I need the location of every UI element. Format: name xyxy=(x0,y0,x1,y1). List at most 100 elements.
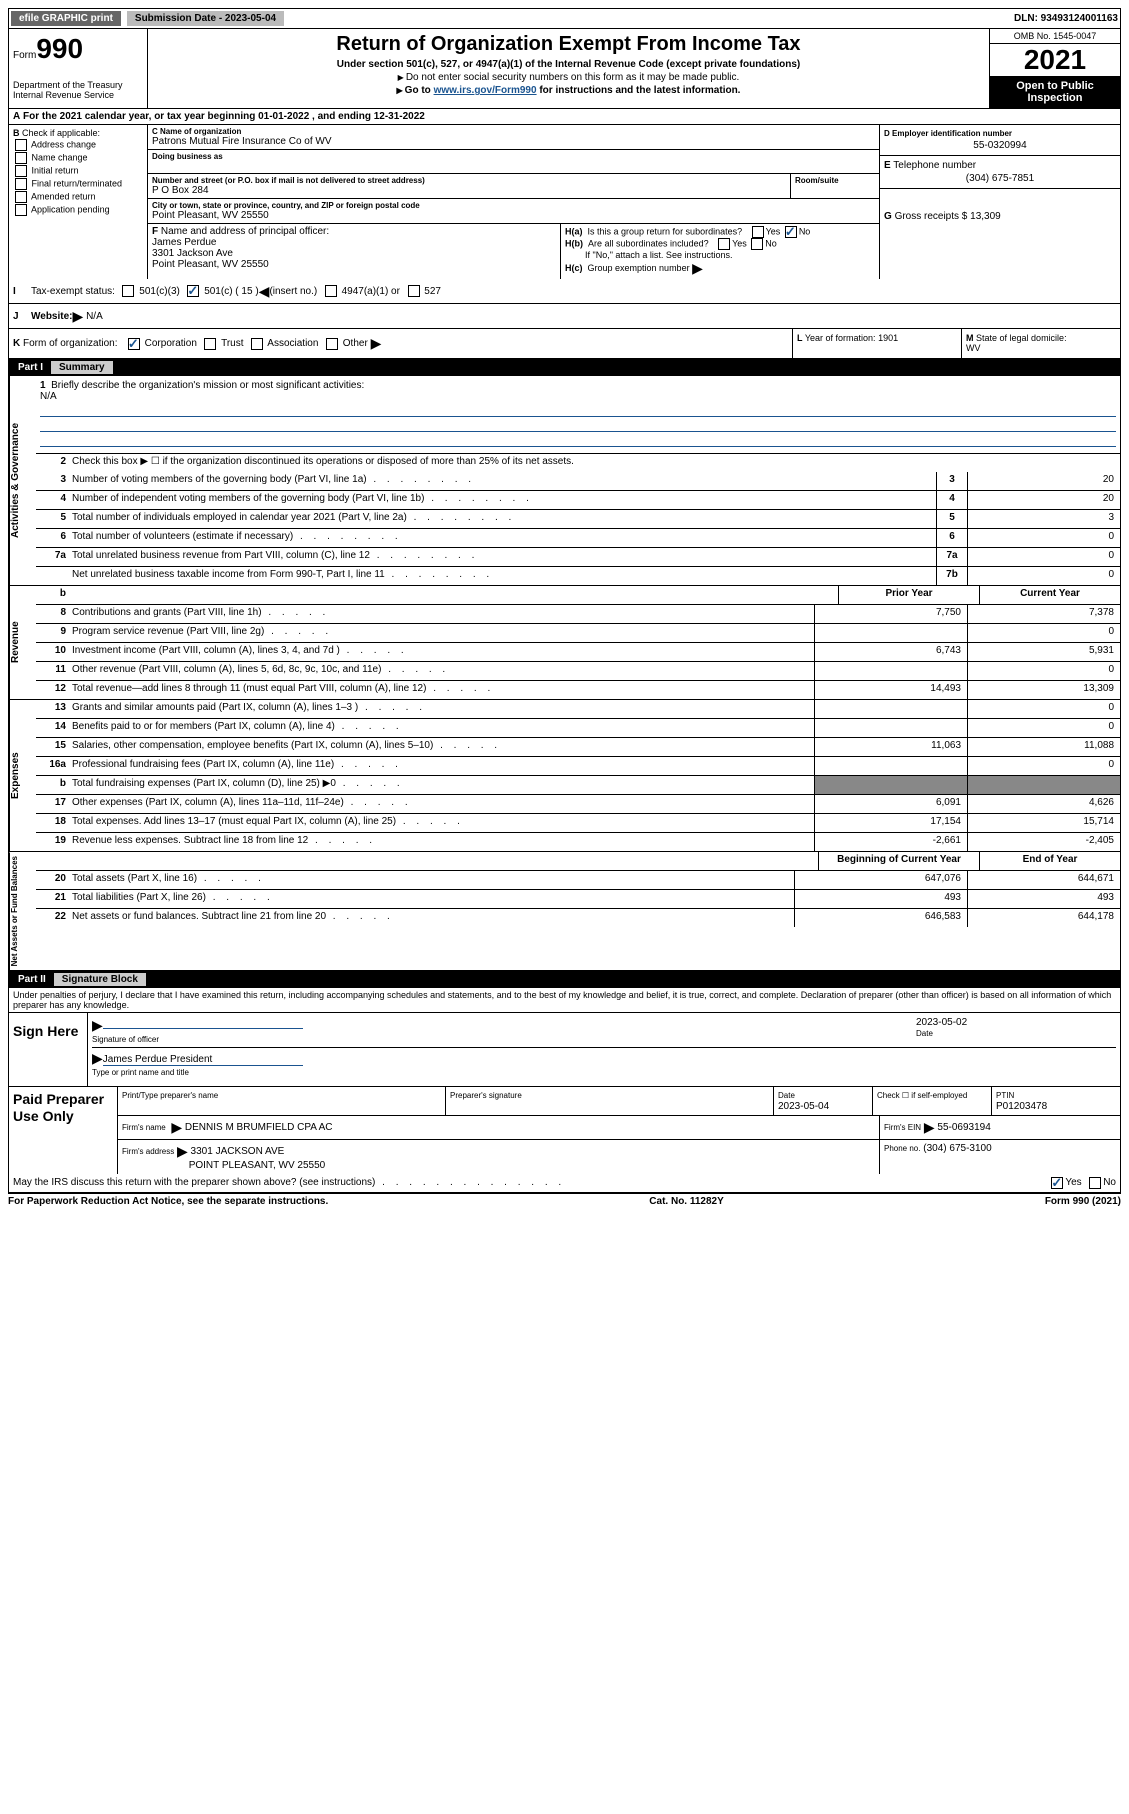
check-final[interactable] xyxy=(15,178,27,190)
ha-no[interactable] xyxy=(785,226,797,238)
city-label: City or town, state or province, country… xyxy=(152,201,875,210)
ha-yes[interactable] xyxy=(752,226,764,238)
e-cell: E Telephone number (304) 675-7851 xyxy=(880,156,1120,189)
side-revenue: Revenue xyxy=(9,586,36,699)
check-assoc[interactable] xyxy=(251,338,263,350)
gov-row: 6Total number of volunteers (estimate if… xyxy=(36,529,1120,548)
gov-row: 5Total number of individuals employed in… xyxy=(36,510,1120,529)
j-label: Website: xyxy=(31,311,73,322)
check-amended[interactable] xyxy=(15,191,27,203)
form-note1: Do not enter social security numbers on … xyxy=(152,72,985,83)
check-4947[interactable] xyxy=(325,285,337,297)
table-row: 17Other expenses (Part IX, column (A), l… xyxy=(36,795,1120,814)
side-net: Net Assets or Fund Balances xyxy=(9,852,36,970)
hb-note: If "No," attach a list. See instructions… xyxy=(585,250,732,260)
ein-value: 55-0320994 xyxy=(884,140,1116,151)
officer-addr2: Point Pleasant, WV 25550 xyxy=(152,259,269,270)
sig-date-label: Date xyxy=(916,1029,933,1038)
table-row: 8Contributions and grants (Part VIII, li… xyxy=(36,605,1120,624)
discuss-label: May the IRS discuss this return with the… xyxy=(13,1177,375,1189)
check-corp[interactable] xyxy=(128,338,140,350)
sig-officer-label: Signature of officer xyxy=(92,1035,159,1044)
footer-mid: Cat. No. 11282Y xyxy=(649,1196,723,1207)
submission-button[interactable]: Submission Date - 2023-05-04 xyxy=(127,11,284,26)
irs-link[interactable]: www.irs.gov/Form990 xyxy=(434,85,537,96)
part1-title: Summary xyxy=(51,361,113,374)
q1-value: N/A xyxy=(40,391,57,402)
signature-section: Under penalties of perjury, I declare th… xyxy=(8,988,1121,1194)
check-trust[interactable] xyxy=(204,338,216,350)
city-value: Point Pleasant, WV 25550 xyxy=(152,210,875,221)
table-row: 9Program service revenue (Part VIII, lin… xyxy=(36,624,1120,643)
b-label: Check if applicable: xyxy=(22,128,100,138)
table-row: 19Revenue less expenses. Subtract line 1… xyxy=(36,833,1120,851)
check-501c3[interactable] xyxy=(122,285,134,297)
p-check: Check ☐ if self-employed xyxy=(877,1091,967,1100)
hdr-end: End of Year xyxy=(979,852,1120,870)
side-expenses: Expenses xyxy=(9,700,36,851)
hb-yes[interactable] xyxy=(718,238,730,250)
check-501c[interactable] xyxy=(187,285,199,297)
row-a-period: A For the 2021 calendar year, or tax yea… xyxy=(9,109,1120,125)
l-label: Year of formation: xyxy=(805,333,876,343)
l-value: 1901 xyxy=(878,333,898,343)
dept-text: Department of the Treasury Internal Reve… xyxy=(13,79,143,100)
table-row: bTotal fundraising expenses (Part IX, co… xyxy=(36,776,1120,795)
sig-date-val: 2023-05-02 xyxy=(916,1017,967,1028)
footer-right: Form 990 (2021) xyxy=(1045,1196,1121,1207)
dba-label: Doing business as xyxy=(152,152,875,161)
d-cell: D Employer identification number 55-0320… xyxy=(880,125,1120,156)
sig-officer-field[interactable] xyxy=(103,1028,303,1029)
net-header: Beginning of Current Year End of Year xyxy=(36,852,1120,871)
check-initial[interactable] xyxy=(15,165,27,177)
hb-no[interactable] xyxy=(751,238,763,250)
discuss-no[interactable] xyxy=(1089,1177,1101,1189)
table-row: 18Total expenses. Add lines 13–17 (must … xyxy=(36,814,1120,833)
side-governance: Activities & Governance xyxy=(9,376,36,585)
dln-text: DLN: 93493124001163 xyxy=(1014,13,1118,24)
officer-name: James Perdue xyxy=(152,237,216,248)
form-note2: Go to www.irs.gov/Form990 for instructio… xyxy=(152,85,985,96)
firm-addr1: 3301 JACKSON AVE xyxy=(191,1147,285,1158)
row-j: J Website: ▶ N/A xyxy=(9,304,1120,329)
form-subtitle: Under section 501(c), 527, or 4947(a)(1)… xyxy=(152,59,985,70)
footer: For Paperwork Reduction Act Notice, see … xyxy=(8,1196,1121,1207)
gov-row: Net unrelated business taxable income fr… xyxy=(36,567,1120,585)
table-row: 12Total revenue—add lines 8 through 11 (… xyxy=(36,681,1120,699)
q1-label: Briefly describe the organization's miss… xyxy=(51,380,364,391)
sig-declaration: Under penalties of perjury, I declare th… xyxy=(9,988,1120,1013)
gov-row: 4Number of independent voting members of… xyxy=(36,491,1120,510)
check-other[interactable] xyxy=(326,338,338,350)
col-b-checkboxes: B Check if applicable: Address change Na… xyxy=(9,125,148,279)
p-name-label: Print/Type preparer's name xyxy=(122,1091,218,1100)
paid-preparer-label: Paid Preparer Use Only xyxy=(9,1087,117,1174)
part2-header: Part II Signature Block xyxy=(8,971,1121,988)
p-sig-label: Preparer's signature xyxy=(450,1091,522,1100)
discuss-yes[interactable] xyxy=(1051,1177,1063,1189)
room-label: Room/suite xyxy=(795,176,875,185)
check-addr-change[interactable] xyxy=(15,139,27,151)
gov-section: Activities & Governance 1 Briefly descri… xyxy=(8,376,1121,586)
check-pending[interactable] xyxy=(15,204,27,216)
table-row: 11Other revenue (Part VIII, column (A), … xyxy=(36,662,1120,681)
m-label: State of legal domicile: xyxy=(976,333,1067,343)
addr-label: Number and street (or P.O. box if mail i… xyxy=(152,176,786,185)
e-label: Telephone number xyxy=(893,160,976,171)
hdr-prior: Prior Year xyxy=(838,586,979,604)
k-label: Form of organization: xyxy=(23,338,118,349)
check-527[interactable] xyxy=(408,285,420,297)
check-name-change[interactable] xyxy=(15,152,27,164)
part2-title: Signature Block xyxy=(54,973,146,986)
rev-section: Revenue b Prior Year Current Year 8Contr… xyxy=(8,586,1121,700)
row-klm: K Form of organization: Corporation Trus… xyxy=(9,329,1120,358)
year-box: OMB No. 1545-0047 2021 Open to Public In… xyxy=(990,29,1120,108)
part1-header: Part I Summary xyxy=(8,359,1121,376)
org-name: Patrons Mutual Fire Insurance Co of WV xyxy=(152,136,875,147)
m-value: WV xyxy=(966,343,981,353)
efile-button[interactable]: efile GRAPHIC print xyxy=(11,11,121,26)
table-row: 15Salaries, other compensation, employee… xyxy=(36,738,1120,757)
d-label: Employer identification number xyxy=(892,129,1012,138)
ptin-val: P01203478 xyxy=(996,1101,1047,1112)
website-value: N/A xyxy=(86,311,103,322)
form-word: Form xyxy=(13,50,36,61)
